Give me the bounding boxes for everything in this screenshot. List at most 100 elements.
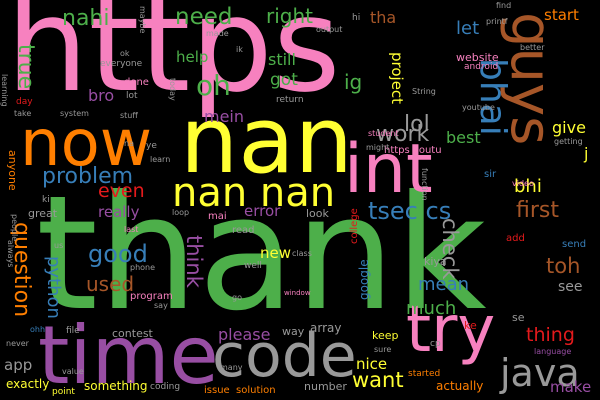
word-try: try xyxy=(406,293,496,367)
word-maybe: maybe xyxy=(138,6,147,34)
word-nan-nan: nan nan xyxy=(172,170,336,216)
word-new: new xyxy=(260,244,292,262)
word-issue: issue xyxy=(204,385,230,396)
word-error: error xyxy=(244,202,281,220)
word-lot: lot xyxy=(126,91,138,101)
word-class: class xyxy=(292,249,312,258)
word-ik: ik xyxy=(236,45,243,54)
word-ok: ok xyxy=(120,49,130,58)
word-point: point xyxy=(52,387,75,397)
word-solution: solution xyxy=(236,385,276,396)
word-nan: nan xyxy=(180,87,353,194)
word-good: good xyxy=(88,240,148,268)
word-always: always xyxy=(6,240,15,268)
word-toh: toh xyxy=(546,254,581,278)
word-better: better xyxy=(520,43,545,52)
word-website: website xyxy=(456,51,499,64)
word-might: might xyxy=(366,143,390,152)
word-really: really xyxy=(98,203,140,221)
word-much: much xyxy=(406,298,457,319)
word-send: send xyxy=(562,239,587,250)
word-way: way xyxy=(282,325,305,338)
word-project: project xyxy=(388,52,406,105)
word-give: give xyxy=(552,118,586,137)
word-well: well xyxy=(244,261,262,271)
word-even: even xyxy=(98,180,145,202)
word-phone: phone xyxy=(130,263,156,272)
word-learn: learn xyxy=(150,155,171,164)
word-make: make xyxy=(550,378,592,396)
word-app: app xyxy=(4,356,33,374)
word-kiya: kiya xyxy=(424,255,447,268)
word-value: value xyxy=(62,367,84,376)
word-system: system xyxy=(60,109,89,118)
word-still: still xyxy=(268,50,296,69)
word-many: many xyxy=(220,363,243,372)
word-google: google xyxy=(357,259,371,300)
word-started: started xyxy=(408,369,441,379)
word-nahi: nahi xyxy=(62,6,110,31)
word-int: int xyxy=(344,130,433,209)
word-find: find xyxy=(496,1,512,10)
word-made: made xyxy=(206,29,229,38)
word-look: look xyxy=(306,207,329,220)
word-stuff: stuff xyxy=(120,111,138,120)
word-array: array xyxy=(310,321,342,335)
word-us: us xyxy=(54,241,64,250)
word-help: help xyxy=(176,48,209,66)
word-please: please xyxy=(218,325,271,344)
word-function: function xyxy=(420,168,429,201)
word-tsec-cs: tsec cs xyxy=(368,197,452,225)
word-time: time xyxy=(38,309,219,400)
word-actually: actually xyxy=(436,379,484,393)
word-everyone: everyone xyxy=(100,59,143,69)
word-college: college xyxy=(349,208,360,244)
word-lol: lol xyxy=(404,112,430,137)
word-go: go xyxy=(232,293,242,302)
word-add: add xyxy=(506,233,525,244)
word-ig: ig xyxy=(344,70,363,94)
word-mean: mean xyxy=(418,274,470,295)
word-number: number xyxy=(304,380,347,393)
word-contest: contest xyxy=(112,327,153,340)
word-see: see xyxy=(558,279,583,295)
word-start: start xyxy=(544,6,579,24)
word-j: j xyxy=(584,144,589,163)
word-great: great xyxy=(28,207,58,220)
word-file: file xyxy=(66,326,80,336)
word-https: https xyxy=(6,0,341,121)
word-exactly: exactly xyxy=(6,377,50,391)
word-mai: mai xyxy=(208,211,227,222)
word-na: na xyxy=(124,139,134,148)
word-tha: tha xyxy=(370,8,397,27)
word-getting: getting xyxy=(554,137,583,146)
word-need: need xyxy=(175,4,233,30)
word-python: python xyxy=(43,256,64,319)
word-nice: nice xyxy=(356,355,388,373)
word-video: video xyxy=(512,179,534,188)
word-got: got xyxy=(270,70,298,90)
word-oh: oh xyxy=(196,69,231,102)
word-java: java xyxy=(500,351,580,395)
word-coding: coding xyxy=(150,382,181,392)
word-work: work xyxy=(376,122,430,147)
word-hi: hi xyxy=(352,13,361,23)
word-se: se xyxy=(512,311,525,324)
word-read: read xyxy=(232,225,255,236)
word-bhi: bhi xyxy=(514,176,542,197)
word-today: today xyxy=(168,78,177,101)
word-best: best xyxy=(446,128,481,147)
word-program: program xyxy=(130,291,173,302)
word-anyone: anyone xyxy=(6,150,19,191)
word-cp: cp xyxy=(430,339,441,349)
word-return: return xyxy=(276,95,304,105)
word-used: used xyxy=(86,272,135,296)
word-now: now xyxy=(20,107,153,181)
word-loop: loop xyxy=(172,208,190,217)
word-mein: mein xyxy=(204,107,245,126)
word-want: want xyxy=(352,368,404,392)
word-https-youtu: https youtu xyxy=(384,145,442,156)
word-people: people xyxy=(10,214,19,242)
word-learning: learning xyxy=(0,74,9,107)
word-think: think xyxy=(182,235,206,288)
